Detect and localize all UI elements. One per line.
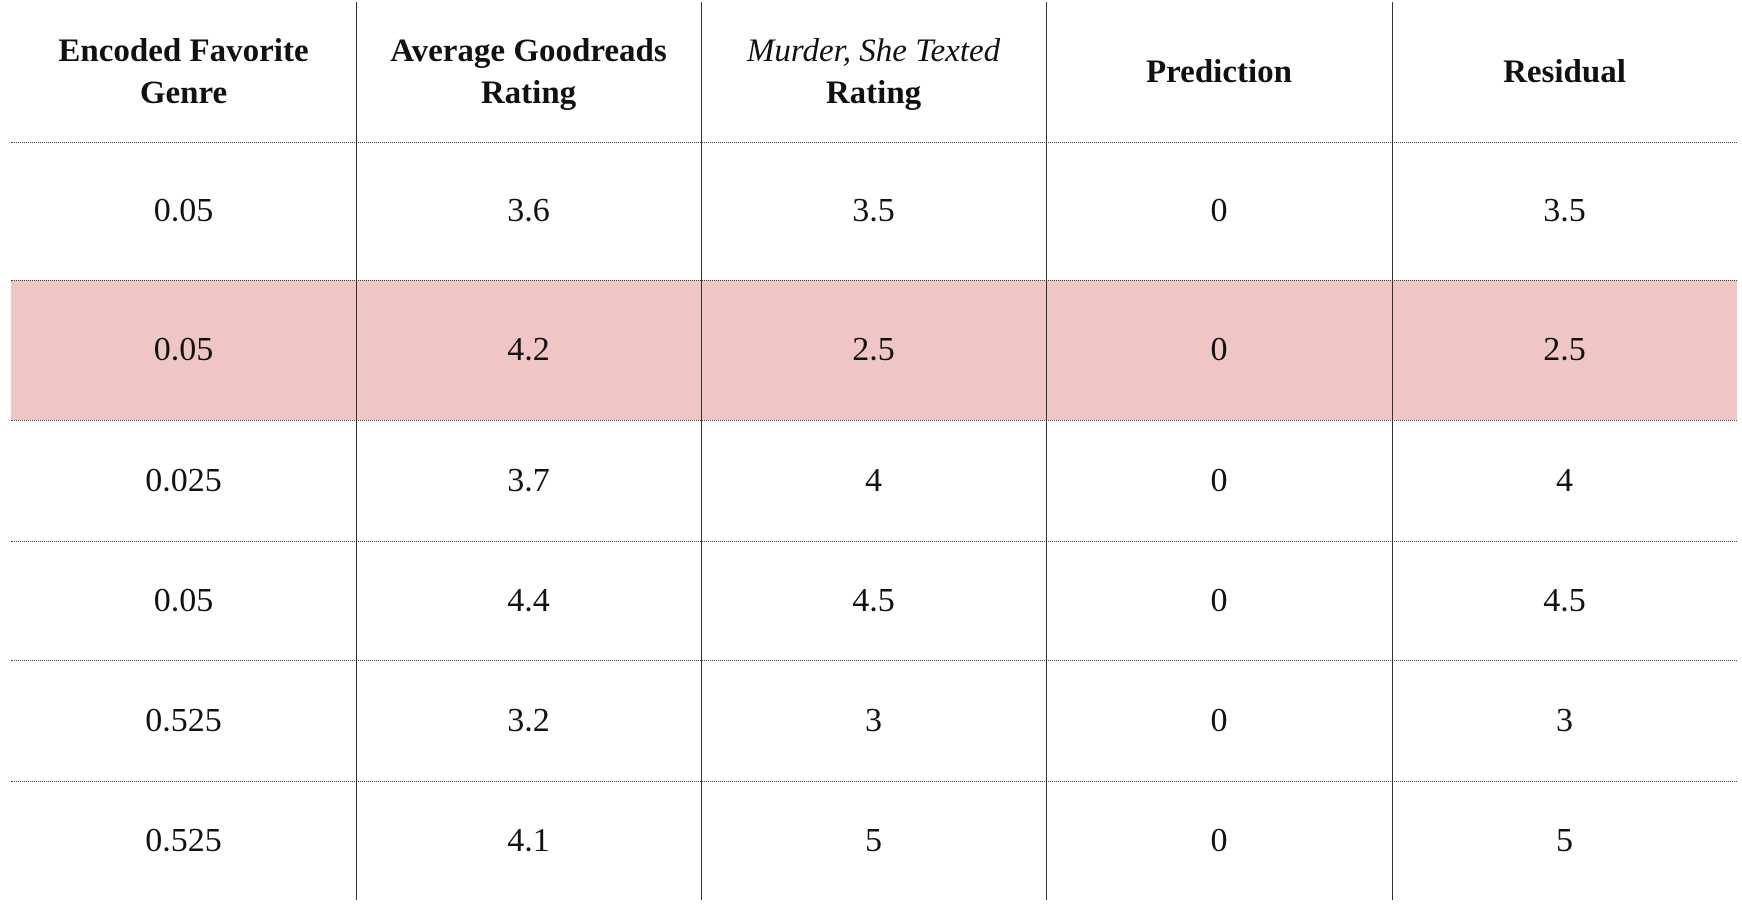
table-cell: 0: [1210, 821, 1228, 859]
table-cell: 0.05: [153, 192, 214, 229]
column-divider: [1392, 2, 1393, 900]
column-divider: [356, 2, 357, 900]
row-divider: [11, 280, 1737, 281]
header-text: Average Goodreads Rating: [390, 33, 667, 111]
table-cell: 3: [865, 701, 882, 739]
table-cell: 0.525: [145, 701, 222, 739]
table-cell: 0.025: [145, 461, 222, 499]
table-cell: 5: [865, 821, 882, 859]
header-cell: Encoded Favorite Genre: [11, 2, 356, 142]
row-divider: [11, 420, 1737, 421]
table-cell: 3.2: [507, 701, 550, 739]
table-cell: 0.525: [145, 821, 222, 859]
header-cell: Average Goodreads Rating: [356, 2, 701, 142]
table-cell: 4.2: [507, 331, 550, 368]
table-cell: 0.05: [153, 581, 214, 619]
row-divider: [11, 541, 1737, 542]
header-text: Residual: [1503, 54, 1626, 90]
header-cell: Prediction: [1046, 2, 1392, 142]
header-text: Encoded Favorite Genre: [58, 33, 309, 111]
table-cell: 4.5: [1543, 581, 1586, 619]
table-cell: 4.1: [507, 821, 550, 859]
table-cell: 3.5: [852, 192, 895, 229]
row-divider: [11, 781, 1737, 782]
table-cell: 3: [1556, 701, 1573, 739]
table-cell: 3.5: [1543, 192, 1586, 229]
table-cell: 0.05: [153, 331, 214, 368]
table-cell: 2.5: [1543, 331, 1586, 368]
highlight-row: [11, 280, 1737, 420]
header-text: Rating: [825, 75, 922, 111]
table-cell: 5: [1556, 821, 1573, 859]
table-cell: 0: [1210, 461, 1228, 499]
column-divider: [701, 2, 702, 900]
header-italic: Murder, She Texted: [746, 33, 1001, 69]
header-text: Murder, She Texted Rating: [747, 30, 1000, 114]
header-text: Prediction: [1145, 54, 1293, 90]
table-cell: 3.6: [507, 192, 550, 229]
row-divider: [11, 142, 1737, 143]
header-cell: Residual: [1392, 2, 1737, 142]
table-cell: 4.5: [852, 581, 895, 619]
table-cell: 2.5: [852, 331, 895, 368]
header-cell: Murder, She Texted Rating: [701, 2, 1046, 142]
table-cell: 0: [1210, 331, 1228, 368]
table-cell: 0: [1210, 701, 1228, 739]
table-cell: 4: [1556, 461, 1573, 499]
table-cell: 4.4: [507, 581, 550, 619]
table-cell: 0: [1210, 581, 1228, 619]
table-cell: 0: [1210, 192, 1228, 229]
row-divider: [11, 660, 1737, 661]
table-cell: 4: [865, 461, 882, 499]
column-divider: [1046, 2, 1047, 900]
table-cell: 3.7: [507, 461, 550, 499]
